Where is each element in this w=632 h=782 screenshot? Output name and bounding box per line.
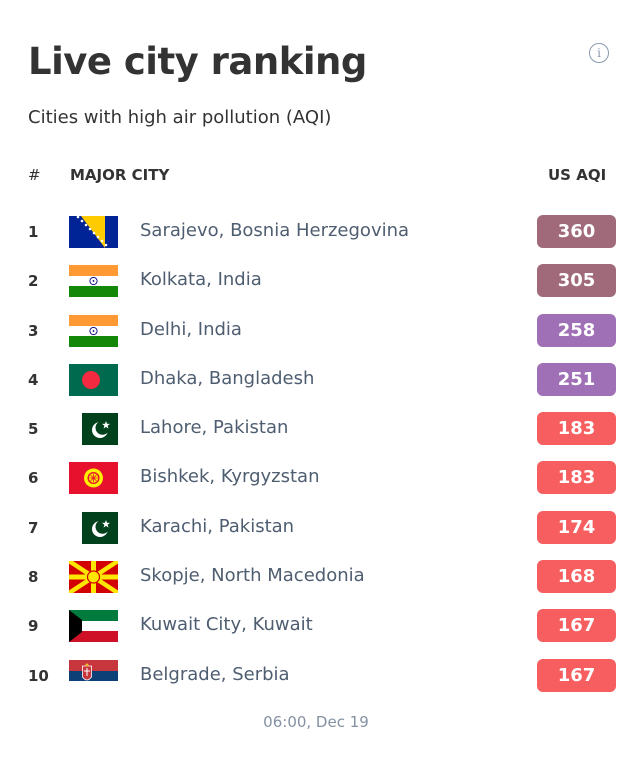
column-header-rank: # [28, 166, 41, 184]
city-name: Skopje, North Macedonia [140, 565, 365, 587]
city-name: Belgrade, Serbia [140, 663, 290, 685]
kyrgyzstan-flag-icon [69, 462, 118, 495]
rank-number: 4 [28, 370, 39, 389]
rank-number: 5 [28, 420, 39, 439]
aqi-badge: 167 [537, 609, 616, 643]
rank-number: 1 [28, 223, 39, 241]
aqi-badge: 174 [537, 510, 616, 544]
page-subtitle: Cities with high air pollution (AQI) [28, 107, 332, 128]
ranking-row[interactable]: 5 Lahore, Pakistan 183 [0, 404, 632, 453]
aqi-badge: 183 [537, 412, 616, 446]
aqi-badge: 251 [537, 362, 616, 396]
rank-number: 7 [28, 518, 39, 537]
city-name: Kolkata, India [140, 269, 262, 291]
kuwait-flag-icon [69, 610, 118, 643]
ranking-row[interactable]: 10 Belgrade, Serbia 167 [0, 651, 632, 700]
ranking-row[interactable]: 1 Sarajevo, Bosnia Herzegovina 360 [0, 207, 632, 256]
rank-number: 9 [28, 617, 39, 636]
city-name: Dhaka, Bangladesh [140, 367, 315, 389]
aqi-badge: 360 [537, 215, 616, 248]
north-macedonia-flag-icon [69, 561, 118, 594]
rank-number: 2 [28, 272, 39, 291]
pakistan-flag-icon [82, 413, 118, 446]
ranking-row[interactable]: 7 Karachi, Pakistan 174 [0, 503, 632, 552]
aqi-badge: 305 [537, 264, 616, 298]
ranking-row[interactable]: 6 Bishkek, Kyrgyzstan 183 [0, 453, 632, 502]
ranking-row[interactable]: 8 Skopje, North Macedonia 168 [0, 552, 632, 601]
serbia-flag-icon [69, 659, 118, 692]
ranking-row[interactable]: 2 Kolkata, India 305 [0, 256, 632, 305]
city-name: Delhi, India [140, 318, 242, 340]
rank-number: 10 [28, 666, 49, 685]
ranking-row[interactable]: 4 Dhaka, Bangladesh 251 [0, 355, 632, 404]
aqi-badge: 168 [537, 560, 616, 594]
ranking-row[interactable]: 9 Kuwait City, Kuwait 167 [0, 601, 632, 650]
bangladesh-flag-icon [69, 363, 118, 396]
rank-number: 3 [28, 321, 39, 340]
column-header-aqi: US AQI [548, 166, 607, 184]
ranking-list: 1 Sarajevo, Bosnia Herzegovina 360 2 Kol… [0, 207, 632, 700]
pakistan-flag-icon [82, 511, 118, 544]
rank-number: 8 [28, 568, 39, 587]
aqi-badge: 167 [537, 658, 616, 692]
india-flag-icon [69, 314, 118, 347]
ranking-row[interactable]: 3 Delhi, India 258 [0, 306, 632, 355]
city-name: Bishkek, Kyrgyzstan [140, 466, 320, 488]
bosnia-herzegovina-flag-icon [69, 216, 118, 248]
city-name: Kuwait City, Kuwait [140, 614, 313, 636]
city-name: Lahore, Pakistan [140, 417, 289, 439]
india-flag-icon [69, 265, 118, 298]
page-title: Live city ranking [28, 40, 367, 83]
city-name: Sarajevo, Bosnia Herzegovina [140, 220, 410, 241]
column-header-city: MAJOR CITY [70, 166, 170, 184]
aqi-badge: 258 [537, 313, 616, 347]
update-timestamp: 06:00, Dec 19 [263, 713, 369, 731]
aqi-badge: 183 [537, 461, 616, 495]
rank-number: 6 [28, 469, 39, 488]
city-name: Karachi, Pakistan [140, 515, 295, 537]
info-icon[interactable]: i [589, 43, 609, 63]
